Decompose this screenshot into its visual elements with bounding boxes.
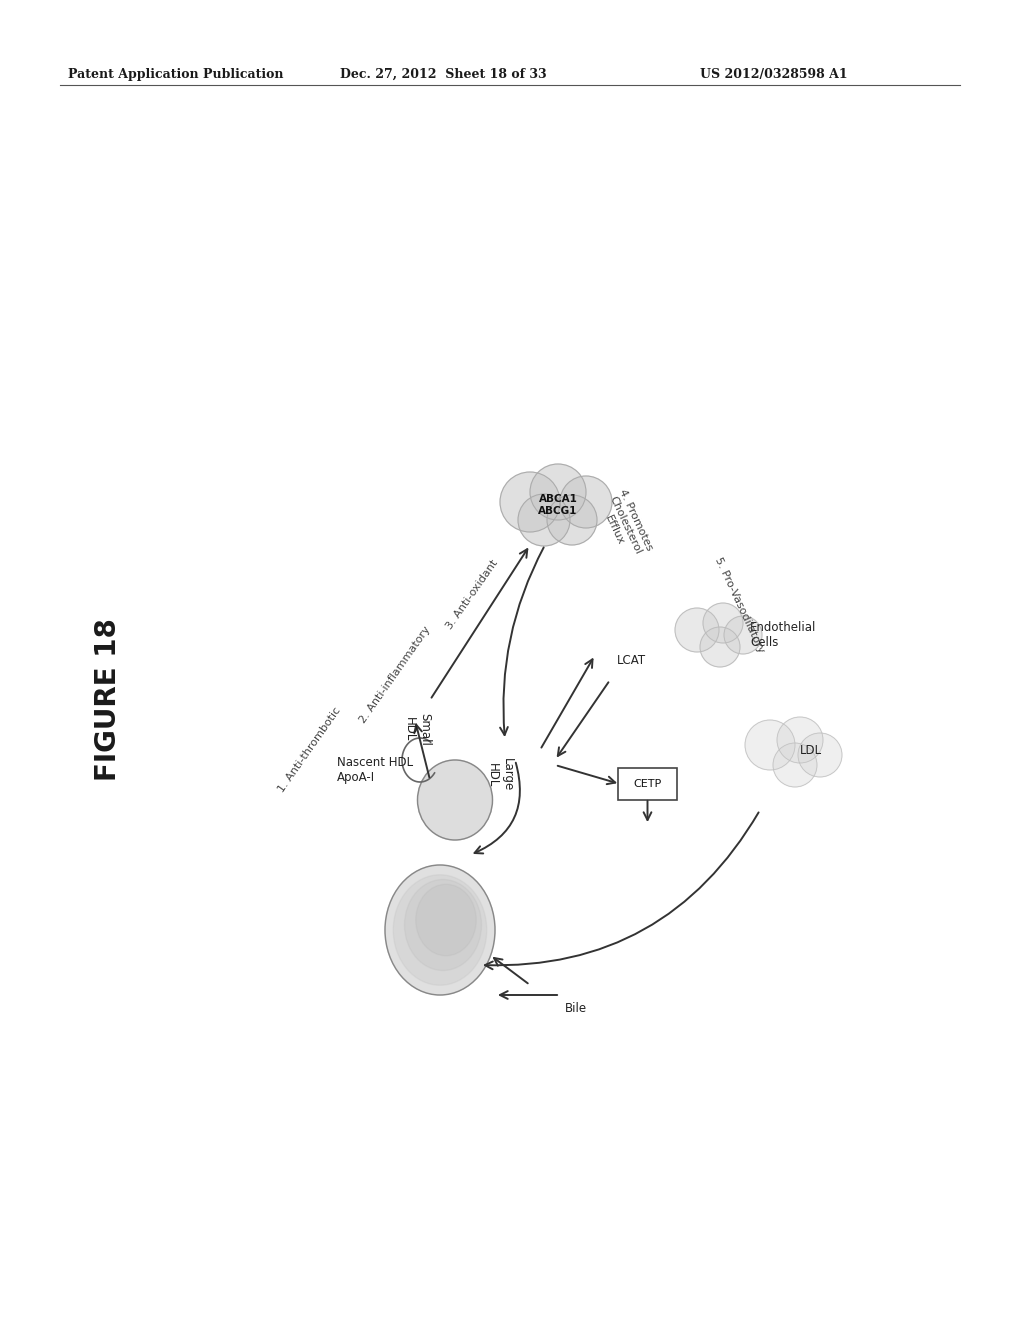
Text: Dec. 27, 2012  Sheet 18 of 33: Dec. 27, 2012 Sheet 18 of 33 — [340, 69, 547, 81]
Text: CETP: CETP — [634, 779, 662, 789]
Text: US 2012/0328598 A1: US 2012/0328598 A1 — [700, 69, 848, 81]
Text: 1. Anti-thrombotic: 1. Anti-thrombotic — [276, 706, 343, 795]
Text: Patent Application Publication: Patent Application Publication — [68, 69, 284, 81]
Circle shape — [675, 609, 719, 652]
Circle shape — [777, 717, 823, 763]
Text: LCAT: LCAT — [617, 653, 646, 667]
Circle shape — [560, 477, 612, 528]
Text: Small
HDL: Small HDL — [403, 713, 431, 746]
Text: Nascent HDL
ApoA-I: Nascent HDL ApoA-I — [337, 756, 413, 784]
Text: 3. Anti-oxidant: 3. Anti-oxidant — [444, 558, 500, 631]
Circle shape — [773, 743, 817, 787]
Text: Large
HDL: Large HDL — [486, 759, 514, 792]
Text: Endothelial
Cells: Endothelial Cells — [750, 620, 816, 649]
Ellipse shape — [416, 884, 476, 956]
Circle shape — [700, 627, 740, 667]
Circle shape — [500, 473, 560, 532]
Circle shape — [547, 495, 597, 545]
Text: 2. Anti-inflammatory: 2. Anti-inflammatory — [357, 624, 432, 725]
Circle shape — [745, 719, 795, 770]
Text: FIGURE 18: FIGURE 18 — [94, 619, 122, 781]
Ellipse shape — [393, 875, 486, 985]
Circle shape — [518, 494, 570, 546]
Circle shape — [798, 733, 842, 777]
Circle shape — [530, 465, 586, 520]
Ellipse shape — [404, 879, 481, 970]
Text: ABCA1
ABCG1: ABCA1 ABCG1 — [539, 494, 578, 516]
Circle shape — [703, 603, 743, 643]
FancyBboxPatch shape — [618, 768, 677, 800]
Text: LDL: LDL — [800, 743, 822, 756]
Text: Bile: Bile — [565, 1002, 587, 1015]
Circle shape — [724, 616, 762, 653]
Text: 5. Pro-Vasodilatory: 5. Pro-Vasodilatory — [714, 556, 767, 655]
Ellipse shape — [418, 760, 493, 840]
Ellipse shape — [385, 865, 495, 995]
Text: 4. Promotes
Cholesterol
Efflux: 4. Promotes Cholesterol Efflux — [596, 488, 654, 562]
